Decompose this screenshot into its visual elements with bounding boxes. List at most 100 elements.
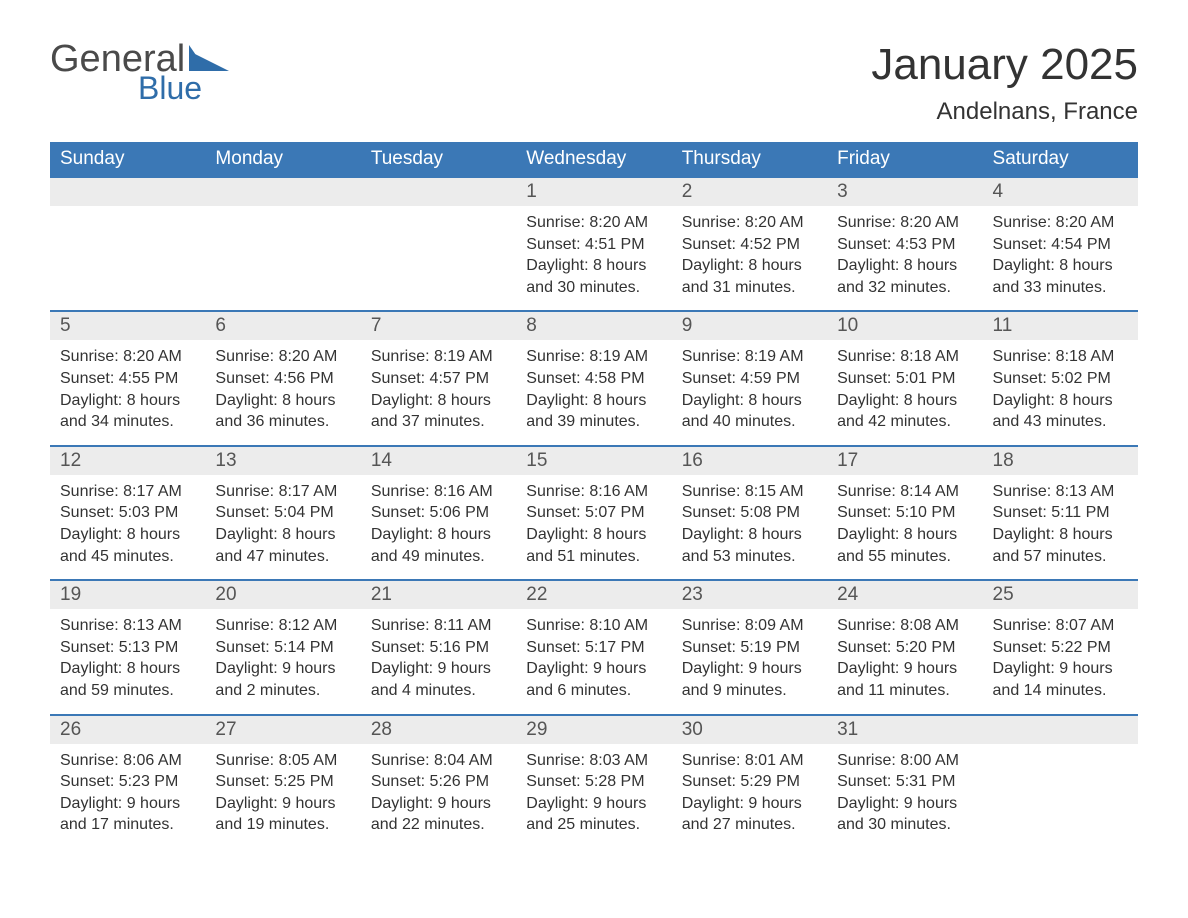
day-data: Sunrise: 8:11 AMSunset: 5:16 PMDaylight:… (361, 609, 516, 713)
sunrise-text: Sunrise: 8:18 AM (837, 346, 972, 368)
day-cell: 9Sunrise: 8:19 AMSunset: 4:59 PMDaylight… (672, 311, 827, 445)
day-number: 6 (205, 312, 360, 340)
dl2-text: and 14 minutes. (993, 680, 1128, 702)
title-block: January 2025 Andelnans, France (871, 40, 1138, 126)
sunset-text: Sunset: 5:19 PM (682, 637, 817, 659)
sunrise-text: Sunrise: 8:08 AM (837, 615, 972, 637)
sunset-text: Sunset: 4:54 PM (993, 234, 1128, 256)
sunset-text: Sunset: 5:11 PM (993, 502, 1128, 524)
day-data: Sunrise: 8:20 AMSunset: 4:55 PMDaylight:… (50, 340, 205, 444)
sunset-text: Sunset: 5:16 PM (371, 637, 506, 659)
day-data: Sunrise: 8:07 AMSunset: 5:22 PMDaylight:… (983, 609, 1138, 713)
sunset-text: Sunset: 5:04 PM (215, 502, 350, 524)
sunset-text: Sunset: 4:56 PM (215, 368, 350, 390)
sunset-text: Sunset: 4:51 PM (526, 234, 661, 256)
dl1-text: Daylight: 9 hours (371, 658, 506, 680)
day-data: Sunrise: 8:19 AMSunset: 4:59 PMDaylight:… (672, 340, 827, 444)
day-number: 27 (205, 716, 360, 744)
sunrise-text: Sunrise: 8:20 AM (60, 346, 195, 368)
sunrise-text: Sunrise: 8:11 AM (371, 615, 506, 637)
sunrise-text: Sunrise: 8:09 AM (682, 615, 817, 637)
day-cell: 8Sunrise: 8:19 AMSunset: 4:58 PMDaylight… (516, 311, 671, 445)
dl1-text: Daylight: 9 hours (682, 658, 817, 680)
dl1-text: Daylight: 8 hours (526, 524, 661, 546)
sunset-text: Sunset: 5:22 PM (993, 637, 1128, 659)
sunset-text: Sunset: 5:08 PM (682, 502, 817, 524)
day-data: Sunrise: 8:18 AMSunset: 5:01 PMDaylight:… (827, 340, 982, 444)
sunrise-text: Sunrise: 8:17 AM (215, 481, 350, 503)
day-cell: 27Sunrise: 8:05 AMSunset: 5:25 PMDayligh… (205, 715, 360, 848)
dl2-text: and 36 minutes. (215, 411, 350, 433)
day-number: 16 (672, 447, 827, 475)
day-number: 14 (361, 447, 516, 475)
day-number: 19 (50, 581, 205, 609)
dl2-text: and 30 minutes. (526, 277, 661, 299)
dl1-text: Daylight: 8 hours (215, 524, 350, 546)
dl2-text: and 31 minutes. (682, 277, 817, 299)
dl1-text: Daylight: 8 hours (837, 390, 972, 412)
dl2-text: and 57 minutes. (993, 546, 1128, 568)
sunrise-text: Sunrise: 8:20 AM (215, 346, 350, 368)
day-number: 1 (516, 178, 671, 206)
sunset-text: Sunset: 5:14 PM (215, 637, 350, 659)
sunset-text: Sunset: 5:07 PM (526, 502, 661, 524)
dl2-text: and 11 minutes. (837, 680, 972, 702)
sunset-text: Sunset: 5:01 PM (837, 368, 972, 390)
weekday-header: Wednesday (516, 142, 671, 177)
day-data: Sunrise: 8:01 AMSunset: 5:29 PMDaylight:… (672, 744, 827, 848)
dl1-text: Daylight: 8 hours (993, 390, 1128, 412)
day-cell: 4Sunrise: 8:20 AMSunset: 4:54 PMDaylight… (983, 177, 1138, 311)
dl2-text: and 33 minutes. (993, 277, 1128, 299)
sunrise-text: Sunrise: 8:20 AM (837, 212, 972, 234)
dl2-text: and 51 minutes. (526, 546, 661, 568)
sunrise-text: Sunrise: 8:06 AM (60, 750, 195, 772)
day-number: 12 (50, 447, 205, 475)
week-row: 19Sunrise: 8:13 AMSunset: 5:13 PMDayligh… (50, 580, 1138, 714)
day-data: Sunrise: 8:19 AMSunset: 4:58 PMDaylight:… (516, 340, 671, 444)
dl2-text: and 22 minutes. (371, 814, 506, 836)
day-cell: 22Sunrise: 8:10 AMSunset: 5:17 PMDayligh… (516, 580, 671, 714)
dl1-text: Daylight: 9 hours (682, 793, 817, 815)
week-row: 5Sunrise: 8:20 AMSunset: 4:55 PMDaylight… (50, 311, 1138, 445)
day-cell: 29Sunrise: 8:03 AMSunset: 5:28 PMDayligh… (516, 715, 671, 848)
day-data: Sunrise: 8:10 AMSunset: 5:17 PMDaylight:… (516, 609, 671, 713)
sunset-text: Sunset: 4:59 PM (682, 368, 817, 390)
sunrise-text: Sunrise: 8:03 AM (526, 750, 661, 772)
sunset-text: Sunset: 5:26 PM (371, 771, 506, 793)
day-number: 28 (361, 716, 516, 744)
sunrise-text: Sunrise: 8:16 AM (526, 481, 661, 503)
dl2-text: and 17 minutes. (60, 814, 195, 836)
location: Andelnans, France (871, 98, 1138, 126)
sunrise-text: Sunrise: 8:01 AM (682, 750, 817, 772)
dl2-text: and 4 minutes. (371, 680, 506, 702)
dl1-text: Daylight: 9 hours (837, 658, 972, 680)
dl2-text: and 45 minutes. (60, 546, 195, 568)
dl1-text: Daylight: 8 hours (526, 255, 661, 277)
dl2-text: and 39 minutes. (526, 411, 661, 433)
day-cell: 25Sunrise: 8:07 AMSunset: 5:22 PMDayligh… (983, 580, 1138, 714)
dl2-text: and 30 minutes. (837, 814, 972, 836)
day-number: 18 (983, 447, 1138, 475)
day-number: 5 (50, 312, 205, 340)
dl2-text: and 49 minutes. (371, 546, 506, 568)
day-cell: 26Sunrise: 8:06 AMSunset: 5:23 PMDayligh… (50, 715, 205, 848)
day-data: Sunrise: 8:16 AMSunset: 5:07 PMDaylight:… (516, 475, 671, 579)
sunrise-text: Sunrise: 8:18 AM (993, 346, 1128, 368)
sunset-text: Sunset: 5:02 PM (993, 368, 1128, 390)
sunrise-text: Sunrise: 8:20 AM (993, 212, 1128, 234)
day-cell: 18Sunrise: 8:13 AMSunset: 5:11 PMDayligh… (983, 446, 1138, 580)
dl2-text: and 2 minutes. (215, 680, 350, 702)
day-data: Sunrise: 8:08 AMSunset: 5:20 PMDaylight:… (827, 609, 982, 713)
sunset-text: Sunset: 5:25 PM (215, 771, 350, 793)
week-row: 26Sunrise: 8:06 AMSunset: 5:23 PMDayligh… (50, 715, 1138, 848)
dl1-text: Daylight: 8 hours (837, 524, 972, 546)
sunset-text: Sunset: 4:53 PM (837, 234, 972, 256)
day-data: Sunrise: 8:20 AMSunset: 4:56 PMDaylight:… (205, 340, 360, 444)
sunset-text: Sunset: 5:23 PM (60, 771, 195, 793)
dl1-text: Daylight: 8 hours (60, 658, 195, 680)
sunset-text: Sunset: 5:17 PM (526, 637, 661, 659)
day-cell: 13Sunrise: 8:17 AMSunset: 5:04 PMDayligh… (205, 446, 360, 580)
weekday-header: Saturday (983, 142, 1138, 177)
day-data: Sunrise: 8:20 AMSunset: 4:53 PMDaylight:… (827, 206, 982, 310)
day-cell: 20Sunrise: 8:12 AMSunset: 5:14 PMDayligh… (205, 580, 360, 714)
